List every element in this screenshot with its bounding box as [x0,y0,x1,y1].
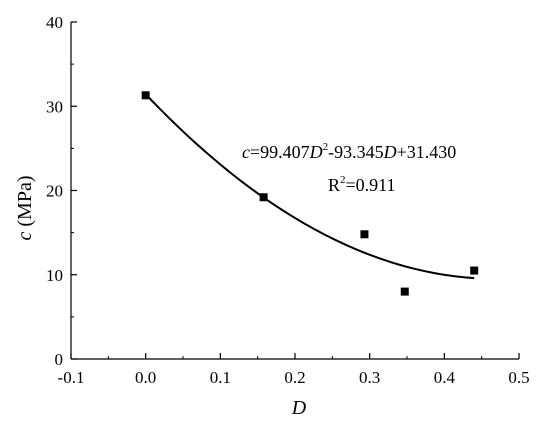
fit-curve [144,93,475,280]
x-ticks: -0.1 0.0 0.1 0.2 0.3 0.4 0.5 [58,353,530,387]
x-tick-label: 0.4 [434,368,456,387]
data-point [400,287,409,296]
y-tick-label: 0 [55,350,64,369]
x-tick-label: 0.2 [284,368,305,387]
x-tick-label: 0.3 [359,368,380,387]
data-points [141,91,479,296]
data-point [259,193,268,202]
y-ticks: 0 10 20 30 40 [46,13,77,369]
data-point [141,91,150,100]
x-tick-label: 0.1 [210,368,231,387]
y-tick-label: 40 [46,13,63,32]
x-tick-label: 0.5 [508,368,529,387]
x-tick-label: -0.1 [58,368,85,387]
x-axis-title: D [291,397,307,419]
x-tick-label: 0.0 [135,368,156,387]
y-tick-label: 10 [46,266,63,285]
y-tick-label: 30 [46,97,63,116]
y-tick-label: 20 [46,182,63,201]
r-squared-label: R2=0.911 [328,174,396,195]
data-point [360,230,369,239]
y-axis-title: c (MPa) [14,176,36,241]
data-point [470,266,479,275]
axes [70,22,519,360]
fit-equation: c=99.407D2-93.345D+31.430 [242,141,456,162]
